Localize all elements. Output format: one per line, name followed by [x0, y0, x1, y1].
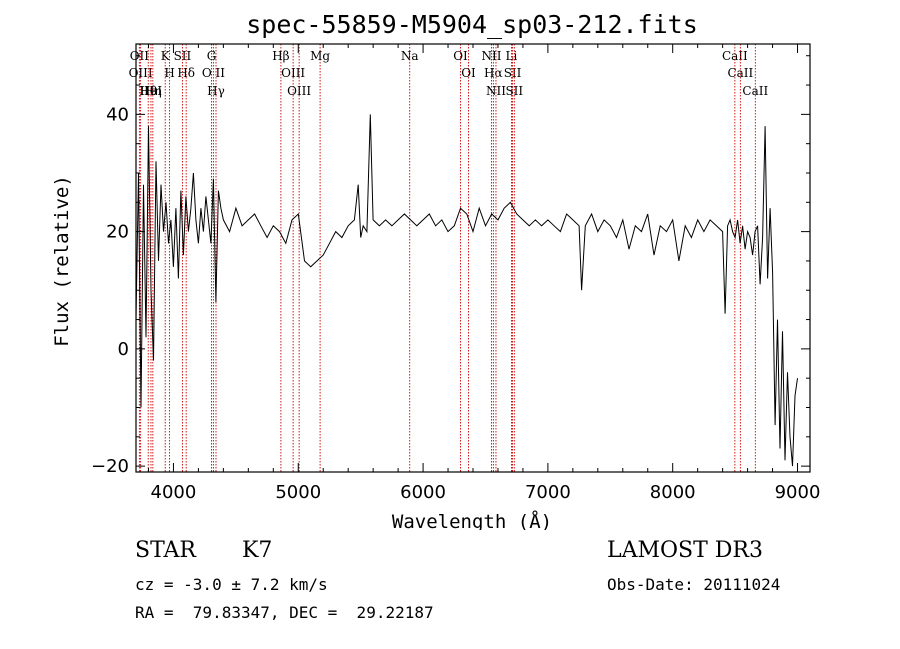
x-tick-label-5: 9000	[775, 482, 821, 503]
obs-date-text: Obs-Date: 20111024	[607, 575, 781, 594]
spectral-line-label-13: OIII	[281, 66, 305, 80]
spectral-line-label-9: G	[207, 49, 217, 63]
spectral-line-label-3: HeI	[140, 84, 163, 98]
spectral-line-label-26: CaII	[727, 66, 753, 80]
plot-frame	[135, 43, 811, 473]
spectral-line-label-1: OIII	[129, 66, 153, 80]
spectral-line-label-21: NII	[486, 84, 506, 98]
object-class: STAR	[135, 538, 196, 563]
spectral-line-label-6: H	[164, 66, 174, 80]
object-subclass: K7	[242, 538, 273, 563]
y-tick-label-1: 0	[118, 339, 129, 360]
spectral-line-label-24: SII	[505, 84, 523, 98]
spectral-line-label-14: OIII	[287, 84, 311, 98]
spectral-line-label-20: Hα	[484, 66, 503, 80]
spectrum-layer	[135, 114, 798, 467]
y-tick-label-2: 20	[106, 222, 129, 243]
y-axis-label: Flux (relative)	[51, 175, 73, 347]
spectral-line-label-17: OI	[453, 49, 468, 63]
x-tick-label-1: 5000	[275, 482, 321, 503]
spectral-line-label-7: SII	[174, 49, 192, 63]
axis-ticks-layer: 4000 5000 6000 7000 8000 9000 −20 0 20 40	[91, 44, 820, 503]
spectral-line-label-18: OI	[461, 66, 476, 80]
redshift-text: cz = -3.0 ± 7.2 km/s	[135, 575, 328, 594]
chart-title: spec-55859-M5904_sp03-212.fits	[246, 10, 698, 39]
spectral-line-label-12: Hβ	[272, 49, 289, 63]
spectral-line-label-27: CaII	[742, 84, 768, 98]
survey-label: LAMOST DR3	[607, 538, 763, 563]
coordinates-text: RA = 79.83347, DEC = 29.22187	[135, 603, 434, 622]
spectral-line-label-5: K	[161, 49, 171, 63]
spectral-line-label-4: Hη	[144, 84, 162, 98]
x-tick-label-4: 8000	[650, 482, 696, 503]
spectral-line-label-23: SII	[504, 66, 522, 80]
spectral-line-label-11: Hγ	[207, 84, 225, 98]
series-spectrum	[135, 114, 798, 467]
spectral-line-label-22: Li	[506, 49, 518, 63]
x-axis-label: Wavelength (Å)	[392, 510, 552, 530]
y-tick-label-3: 40	[106, 104, 129, 125]
y-tick-label-0: −20	[91, 456, 129, 477]
spectrum-chart: spec-55859-M5904_sp03-212.fits OIIOIIIHθ…	[51, 10, 820, 530]
spectral-line-label-15: Mg	[310, 49, 330, 63]
x-tick-label-0: 4000	[151, 482, 197, 503]
spectral-line-label-8: Hδ	[177, 66, 195, 80]
x-tick-label-3: 7000	[525, 482, 571, 503]
spectral-line-label-25: CaII	[722, 49, 748, 63]
spectral-line-label-19: NII	[481, 49, 501, 63]
spectral-line-label-10: O II	[202, 66, 225, 80]
spectral-line-label-16: Na	[401, 49, 419, 63]
x-tick-label-2: 6000	[400, 482, 446, 503]
